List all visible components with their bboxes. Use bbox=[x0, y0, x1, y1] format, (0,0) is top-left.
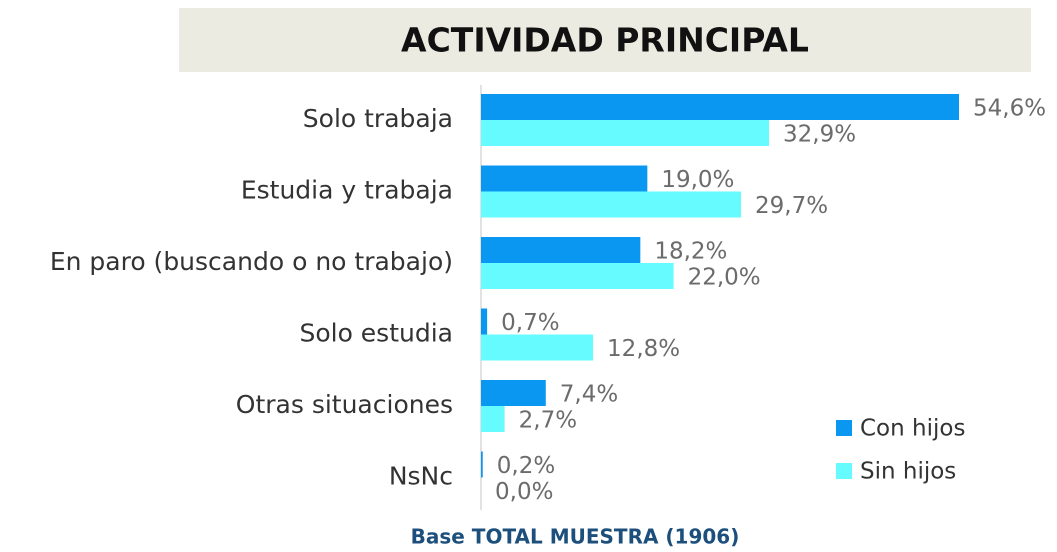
bar bbox=[481, 94, 959, 120]
title-banner bbox=[179, 8, 1031, 72]
bar bbox=[481, 406, 505, 432]
value-label: 0,2% bbox=[497, 453, 555, 479]
value-label: 32,9% bbox=[783, 122, 856, 148]
value-label: 0,0% bbox=[495, 479, 553, 505]
category-label: Estudia y trabaja bbox=[241, 176, 453, 205]
category-label: Otras situaciones bbox=[236, 390, 453, 419]
value-label: 29,7% bbox=[755, 193, 828, 219]
value-label: 12,8% bbox=[607, 336, 680, 362]
value-label: 18,2% bbox=[654, 239, 727, 265]
category-label: Solo trabaja bbox=[303, 104, 453, 133]
bar bbox=[481, 263, 674, 289]
bar bbox=[481, 237, 641, 263]
bar bbox=[481, 334, 594, 361]
value-label: 54,6% bbox=[973, 96, 1046, 122]
bar bbox=[481, 451, 483, 478]
bar bbox=[481, 308, 488, 335]
bar bbox=[481, 165, 648, 192]
category-label: Solo estudia bbox=[299, 319, 453, 348]
legend-label: Sin hijos bbox=[860, 459, 956, 485]
category-label: NsNc bbox=[389, 462, 453, 491]
chart-title: ACTIVIDAD PRINCIPAL bbox=[401, 21, 809, 60]
footnote: Base TOTAL MUESTRA (1906) bbox=[411, 525, 740, 549]
legend-swatch bbox=[836, 463, 852, 479]
bar bbox=[481, 120, 770, 146]
bar bbox=[481, 380, 546, 406]
value-label: 22,0% bbox=[688, 265, 761, 291]
legend-swatch bbox=[836, 420, 852, 436]
value-label: 19,0% bbox=[661, 167, 734, 193]
value-label: 7,4% bbox=[560, 382, 618, 408]
bar bbox=[481, 191, 742, 218]
value-label: 0,7% bbox=[501, 310, 559, 336]
category-label: En paro (buscando o no trabajo) bbox=[50, 247, 453, 276]
value-label: 2,7% bbox=[519, 408, 577, 434]
legend-label: Con hijos bbox=[860, 416, 965, 442]
